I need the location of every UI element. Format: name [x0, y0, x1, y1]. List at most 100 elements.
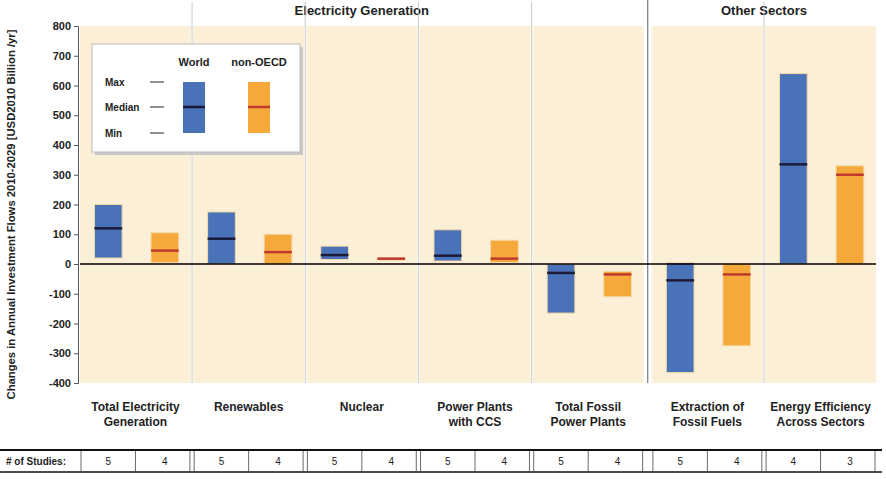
studies-separator: [303, 451, 304, 472]
studies-separator: [307, 451, 308, 472]
legend-stat-label: Min: [105, 128, 122, 139]
y-tick-mark: [74, 205, 78, 206]
y-tick: -100: [49, 288, 78, 300]
y-tick-mark: [74, 145, 78, 146]
y-tick-label: 100: [53, 228, 71, 240]
category-label: Extraction ofFossil Fuels: [671, 400, 745, 429]
studies-count: 5: [558, 456, 564, 467]
range-bar: [208, 212, 236, 264]
studies-count: 4: [734, 456, 740, 467]
category-label: Total ElectricityGeneration: [91, 400, 180, 429]
range-bar: [836, 166, 864, 264]
range-bar: [377, 258, 405, 260]
category-label: Power Plantswith CCS: [437, 400, 513, 429]
median-line: [547, 272, 575, 275]
y-tick-label: -200: [49, 318, 71, 330]
y-tick: 600: [53, 80, 78, 92]
studies-separator: [533, 451, 534, 472]
panel-separator: [305, 2, 306, 383]
studies-count: 4: [275, 456, 281, 467]
studies-count: 4: [388, 456, 394, 467]
y-tick-mark: [74, 26, 78, 27]
range-bar: [547, 264, 575, 313]
y-tick-label: 400: [53, 139, 71, 151]
panel-background: [533, 26, 644, 383]
y-tick-label: -100: [49, 288, 71, 300]
studies-separator: [761, 451, 762, 472]
y-tick-label: 0: [65, 258, 71, 270]
y-tick-mark: [74, 353, 78, 354]
category-label: Energy EfficiencyAcross Sectors: [770, 400, 871, 429]
group-headers: Electricity GenerationOther Sectors: [192, 0, 807, 383]
median-line: [723, 273, 751, 276]
y-tick: 100: [53, 228, 78, 240]
legend-stat-tick: [150, 107, 164, 108]
y-tick-mark: [74, 324, 78, 325]
median-line: [264, 251, 292, 254]
y-tick-label: 300: [53, 169, 71, 181]
panel-background: [765, 26, 876, 383]
panel-separator: [647, 0, 648, 383]
category-label: Renewables: [214, 400, 284, 414]
y-tick: -200: [49, 318, 78, 330]
y-tick: 300: [53, 169, 78, 181]
legend-swatch: [248, 82, 270, 133]
y-tick-label: 600: [53, 80, 71, 92]
legend: MaxMedianMinWorldnon-OECD: [92, 44, 303, 155]
panel-background: [420, 26, 531, 383]
range-bar: [94, 205, 122, 259]
median-line: [321, 254, 349, 257]
y-tick-mark: [74, 264, 78, 265]
median-line: [491, 257, 519, 260]
studies-separator: [189, 451, 190, 472]
range-bar: [151, 233, 179, 263]
legend-stat-label: Median: [105, 102, 139, 113]
y-tick: 200: [53, 199, 78, 211]
studies-label: # of Studies:: [6, 456, 66, 467]
y-tick-mark: [74, 294, 78, 295]
median-line: [666, 279, 694, 282]
studies-separator: [420, 451, 421, 472]
studies-separator: [707, 451, 708, 472]
studies-count: 5: [445, 456, 451, 467]
studies-separator: [588, 451, 589, 472]
studies-separator: [642, 451, 643, 472]
studies-separator: [652, 451, 653, 472]
studies-count: 5: [105, 456, 111, 467]
y-tick-label: 200: [53, 199, 71, 211]
median-line: [94, 227, 122, 230]
y-axis: -400-300-200-100010020030040050060070080…: [49, 20, 79, 389]
studies-count: 4: [791, 456, 797, 467]
y-tick-mark: [74, 56, 78, 57]
panel-separator: [763, 2, 764, 383]
y-tick: 0: [65, 258, 78, 270]
chart: Electricity GenerationOther Sectors -400 -…: [0, 0, 886, 479]
studies-count: 5: [332, 456, 338, 467]
median-line: [208, 237, 236, 240]
y-tick-label: 500: [53, 109, 71, 121]
range-bar: [780, 74, 808, 264]
range-bar: [604, 271, 632, 296]
y-tick-label: -300: [49, 347, 71, 359]
y-tick-label: -400: [49, 377, 71, 389]
legend-stat-label: Max: [105, 77, 125, 88]
y-tick: -400: [49, 377, 78, 389]
y-tick-mark: [74, 234, 78, 235]
category-label: Nuclear: [340, 400, 384, 414]
studies-separator: [248, 451, 249, 472]
median-line: [604, 273, 632, 276]
zero-line: [80, 263, 876, 265]
legend-median-swatch: [183, 106, 205, 109]
median-line: [836, 174, 864, 177]
median-line: [434, 254, 462, 257]
median-line: [780, 163, 808, 166]
group-title: Electricity Generation: [295, 3, 429, 18]
panel-separator: [531, 2, 532, 383]
y-tick: -300: [49, 347, 78, 359]
studies-rule: [0, 449, 882, 451]
y-axis-line: [74, 27, 79, 384]
median-line: [377, 257, 405, 260]
y-tick-label: 700: [53, 50, 71, 62]
range-bar: [666, 263, 694, 373]
studies-count: 4: [615, 456, 621, 467]
